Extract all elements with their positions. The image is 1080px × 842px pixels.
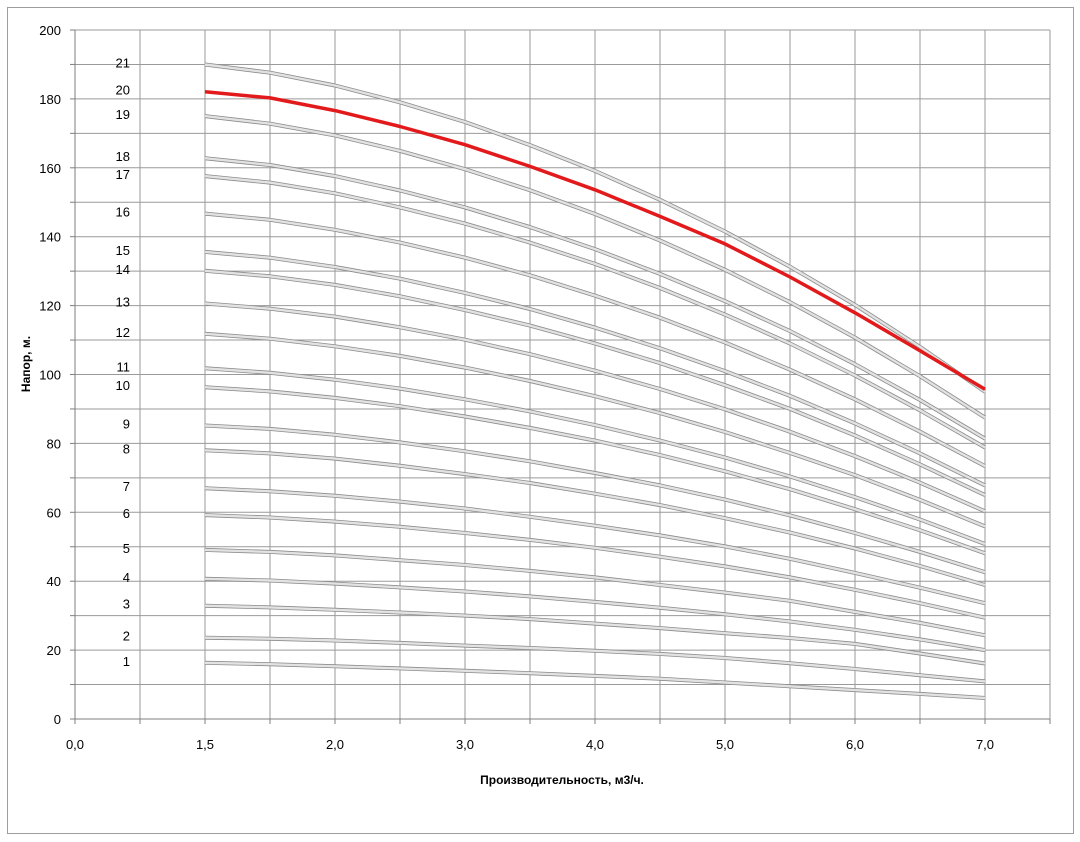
x-tick-label: 1,5 [196, 737, 214, 752]
series-label-8: 8 [123, 441, 130, 456]
series-label-21: 21 [116, 55, 130, 70]
series-group [204, 62, 987, 700]
y-tick-label: 100 [39, 368, 61, 383]
series-label-5: 5 [123, 541, 130, 556]
series-label-12: 12 [116, 325, 130, 340]
x-axis-title: Производительность, м3/ч. [480, 773, 644, 787]
series-line-16-inner [204, 212, 986, 468]
series-line-3-inner [204, 604, 986, 665]
x-tick-label: 4,0 [586, 737, 604, 752]
series-label-9: 9 [123, 416, 130, 431]
series-label-4: 4 [123, 570, 130, 585]
series-line-4-inner [204, 577, 986, 652]
series-label-2: 2 [123, 629, 130, 644]
series-label-10: 10 [116, 378, 130, 393]
series-line-10-inner [204, 386, 986, 555]
x-tick-label: 3,0 [456, 737, 474, 752]
series-line-11-inner [204, 367, 986, 546]
y-tick-label: 0 [54, 712, 61, 727]
series-line-20 [204, 89, 986, 391]
series-line-21-inner [204, 63, 986, 393]
series-label-11: 11 [117, 359, 131, 374]
y-tick-label: 80 [47, 436, 61, 451]
series-line-18-inner [204, 157, 986, 440]
y-tick-label: 20 [47, 643, 61, 658]
series-line-5-inner [204, 548, 986, 637]
y-tick-label: 60 [47, 505, 61, 520]
series-line-12-inner [204, 332, 986, 528]
x-tick-label: 2,0 [326, 737, 344, 752]
axes [70, 29, 1051, 724]
x-tick-label: 7,0 [976, 737, 994, 752]
y-tick-label: 140 [39, 230, 61, 245]
y-tick-label: 180 [39, 92, 61, 107]
series-label-19: 19 [116, 107, 130, 122]
y-tick-label: 160 [39, 161, 61, 176]
series-line-15-inner [204, 250, 986, 487]
y-tick-label: 40 [47, 574, 61, 589]
series-label-13: 13 [116, 295, 130, 310]
grid [75, 29, 1051, 719]
series-line-7-inner [204, 487, 986, 605]
series-label-18: 18 [116, 149, 130, 164]
series-line-19-inner [204, 114, 986, 419]
x-tick-label: 6,0 [846, 737, 864, 752]
series-label-14: 14 [116, 262, 130, 277]
series-line-13-inner [204, 302, 986, 513]
series-line-14-inner [204, 269, 986, 497]
x-tick-label: 5,0 [716, 737, 734, 752]
series-label-7: 7 [123, 479, 130, 494]
series-label-6: 6 [123, 506, 130, 521]
y-tick-label: 200 [39, 23, 61, 38]
series-label-15: 15 [116, 243, 130, 258]
y-tick-label: 120 [39, 299, 61, 314]
series-label-20: 20 [116, 83, 130, 98]
series-line-2-inner [204, 636, 986, 683]
series-line-8-inner [204, 449, 986, 587]
series-line-17-inner [204, 174, 986, 449]
series-label-16: 16 [116, 205, 130, 220]
series-line-1-inner [204, 661, 986, 700]
series-label-1: 1 [123, 654, 130, 669]
x-tick-label: 0,0 [66, 737, 84, 752]
series-label-17: 17 [116, 167, 130, 182]
series-line-9-inner [204, 424, 986, 574]
series-label-3: 3 [123, 597, 130, 612]
series-line-6-inner [204, 513, 986, 619]
y-axis-title: Напор, м. [19, 336, 33, 392]
